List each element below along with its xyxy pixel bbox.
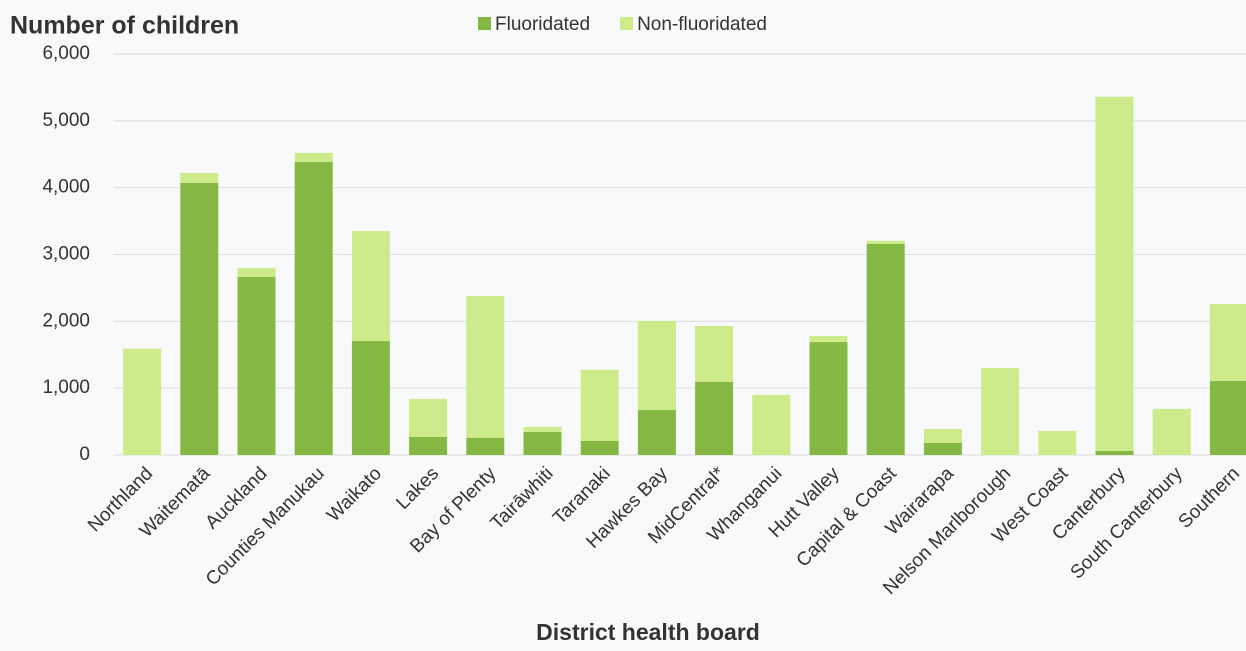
x-tick-label: Lakes bbox=[392, 463, 443, 514]
bar-segment bbox=[637, 320, 676, 410]
bar-segment bbox=[466, 295, 505, 438]
x-tick-label: Southern bbox=[1175, 463, 1244, 532]
bar-segment bbox=[981, 368, 1020, 455]
bar-segment bbox=[409, 398, 448, 437]
bar-segment bbox=[409, 436, 448, 455]
bar-segment bbox=[180, 172, 219, 183]
y-tick-label: 4,000 bbox=[42, 177, 90, 198]
bar-segment bbox=[294, 161, 333, 455]
bar-segment bbox=[695, 326, 734, 382]
x-axis-title: District health board bbox=[536, 619, 760, 645]
chart-title: Number of children bbox=[10, 12, 239, 40]
bar-segment bbox=[580, 440, 619, 455]
y-tick-label: 0 bbox=[79, 444, 90, 465]
bar-segment bbox=[1209, 303, 1246, 381]
legend-swatch bbox=[478, 17, 491, 30]
bar-segment bbox=[1209, 380, 1246, 455]
bar-segment bbox=[351, 231, 390, 342]
y-tick-label: 3,000 bbox=[42, 244, 90, 265]
bar-segment bbox=[695, 381, 734, 455]
bar-segment bbox=[1095, 450, 1134, 455]
bar-segment bbox=[180, 182, 219, 455]
bar-segment bbox=[466, 437, 505, 455]
bar-segment bbox=[294, 152, 333, 162]
bar-segment bbox=[123, 348, 162, 455]
bar-segment bbox=[237, 267, 276, 277]
bar-segment bbox=[866, 240, 905, 244]
bar-segment bbox=[1152, 408, 1191, 455]
bar-segment bbox=[1038, 430, 1077, 455]
x-tick-label: Tairāwhiti bbox=[487, 463, 558, 534]
bar-segment bbox=[923, 428, 962, 443]
x-tick-label: Waikato bbox=[323, 463, 386, 526]
y-tick-label: 5,000 bbox=[42, 110, 90, 131]
legend-label: Fluoridated bbox=[495, 14, 590, 35]
bar-segment bbox=[866, 243, 905, 455]
bar-segment bbox=[809, 342, 848, 455]
x-tick-label: Capital & Coast bbox=[793, 463, 902, 572]
legend-swatch bbox=[620, 17, 634, 30]
x-tick-label: South Canterbury bbox=[1067, 463, 1188, 584]
bar-segment bbox=[523, 426, 562, 432]
bar-segment bbox=[637, 409, 676, 455]
legend-label: Non-fluoridated bbox=[637, 14, 767, 35]
bar-segment bbox=[523, 431, 562, 455]
bar-segment bbox=[809, 336, 848, 343]
y-tick-label: 6,000 bbox=[42, 43, 90, 64]
bar-segment bbox=[752, 394, 791, 455]
bar-segment bbox=[351, 341, 390, 455]
bar-segment bbox=[1095, 96, 1134, 451]
bar-segment bbox=[580, 369, 619, 441]
y-tick-label: 2,000 bbox=[42, 310, 90, 331]
y-tick-label: 1,000 bbox=[42, 377, 90, 398]
bar-segment bbox=[237, 276, 276, 455]
bar-segment bbox=[923, 442, 962, 455]
